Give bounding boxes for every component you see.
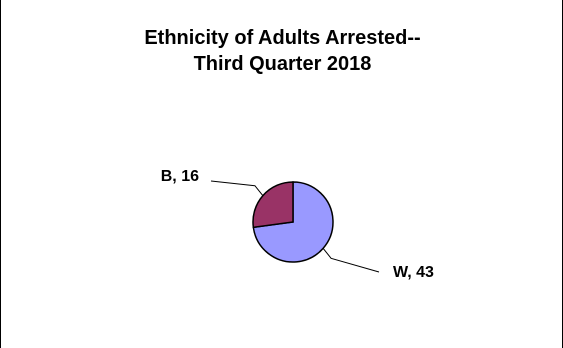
data-label-b: B, 16 [161, 168, 199, 185]
chart-title-line-2: Third Quarter 2018 [193, 53, 372, 75]
pie-slice-b [252, 181, 294, 229]
chart-title: Ethnicity of Adults Arrested-- Third Qua… [1, 25, 563, 77]
chart-title-line-1: Ethnicity of Adults Arrested-- [144, 27, 421, 49]
data-label-w: W, 43 [393, 264, 434, 281]
leader-line-b [210, 180, 264, 197]
leader-line-w [322, 247, 380, 273]
